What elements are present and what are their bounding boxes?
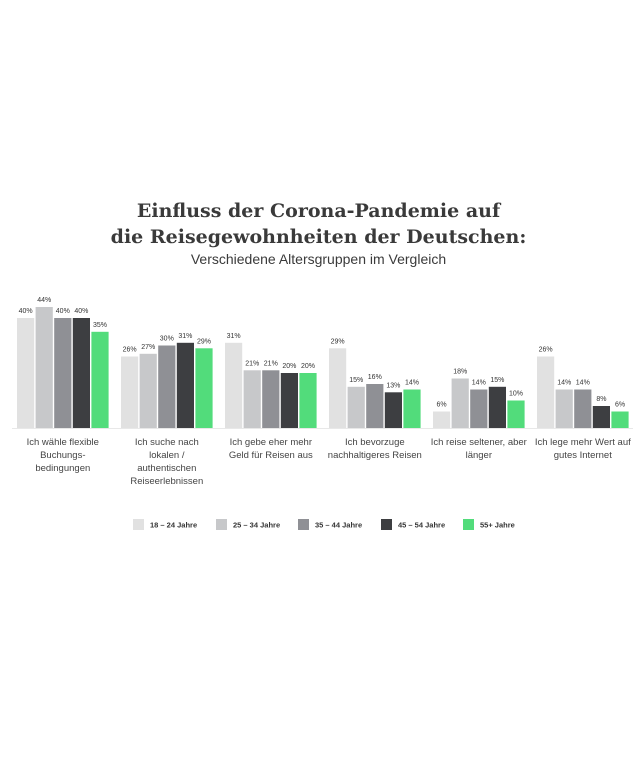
bar-value-label: 8% [596,396,606,403]
legend-item: 55+ Jahre [463,519,515,530]
bars-layer: 40% 26% 31% 29% 6% 26% 44% 27% 21% 15% 18% 14% 40% 30… [17,297,629,429]
bar-value-label: 14% [472,380,486,387]
bar-value-label: 29% [331,338,345,345]
legend-swatch [133,519,144,530]
category-label: Ich reise seltener, aber [431,437,527,448]
category-label: Ich suche nach [135,437,199,448]
bar [225,342,243,429]
bar-value-label: 27% [141,344,155,351]
bar [555,389,573,428]
bar [470,389,488,428]
bar-value-label: 26% [539,347,553,354]
bar-value-label: 21% [245,360,259,367]
bar [158,345,176,428]
bar-value-label: 26% [123,347,137,354]
category-label: gutes Internet [554,450,612,461]
bar [592,406,610,428]
bar [574,389,592,428]
bar [195,348,213,429]
bar-value-label: 40% [19,308,33,315]
category-label: lokalen / [149,450,185,461]
bar-value-label: 35% [93,322,107,329]
category-label: Reiseerlebnissen [130,476,203,487]
bar-value-label: 13% [386,382,400,389]
bar-value-label: 40% [56,308,70,315]
category-labels: Ich wähle flexible Buchungs-bedingungen Ic… [27,437,631,487]
bar [243,370,261,429]
bar-value-label: 14% [576,380,590,387]
category-label: bedingungen [35,463,90,474]
chart-title-line-1: Einfluss der Corona-Pandemie auf [137,200,502,222]
bar-value-label: 20% [282,363,296,370]
legend-item: 35 – 44 Jahre [298,519,362,530]
bar [280,373,298,428]
legend-label: 55+ Jahre [480,521,515,530]
category-label: Ich wähle flexible [27,437,99,448]
bar-value-label: 40% [74,308,88,315]
category-label: Buchungs- [40,450,85,461]
legend-label: 35 – 44 Jahre [315,521,362,530]
bar-value-label: 44% [37,297,51,304]
legend-swatch [381,519,392,530]
bar [121,356,139,428]
chart-subtitle: Verschiedene Altersgruppen im Vergleich [191,251,446,267]
category-label: authentischen [137,463,196,474]
bar [611,411,629,428]
legend-label: 45 – 54 Jahre [398,521,445,530]
bar-value-label: 14% [405,380,419,387]
legend: 18 – 24 Jahre 25 – 34 Jahre 35 – 44 Jahre 4… [133,519,515,530]
bar [17,318,35,428]
bar [488,386,506,429]
legend-item: 25 – 34 Jahre [216,519,280,530]
legend-label: 25 – 34 Jahre [233,521,280,530]
category-label: nachhaltigeres Reisen [328,450,422,461]
bar [507,400,525,428]
bar [35,307,53,428]
bar [262,370,280,429]
bar-value-label: 31% [227,333,241,340]
bar [139,353,157,429]
legend-swatch [463,519,474,530]
bar-value-label: 21% [264,360,278,367]
bar [54,318,72,428]
bar-value-label: 10% [509,391,523,398]
bar [299,373,317,428]
bar [366,384,384,428]
bar-value-label: 31% [178,333,192,340]
bar-value-label: 29% [197,338,211,345]
bar [329,348,347,429]
category-label: länger [466,450,492,461]
chart-title-line-2: die Reisegewohnheiten der Deutschen: [111,226,527,248]
category-label: Ich bevorzuge [345,437,405,448]
bar-value-label: 20% [301,363,315,370]
legend-item: 45 – 54 Jahre [381,519,445,530]
bar-value-label: 15% [490,377,504,384]
category-label: Ich gebe eher mehr [230,437,312,448]
legend-swatch [298,519,309,530]
category-label: Geld für Reisen aus [229,450,313,461]
bar-value-label: 15% [349,377,363,384]
bar [433,411,451,428]
bar [91,331,109,429]
bar [347,386,365,429]
bar-value-label: 14% [557,380,571,387]
bar [403,389,421,428]
bar [537,356,555,428]
bar-value-label: 6% [615,402,625,409]
bar-value-label: 18% [453,369,467,376]
bar-value-label: 30% [160,336,174,343]
legend-item: 18 – 24 Jahre [133,519,197,530]
bar [384,392,402,429]
bar [451,378,469,428]
bar-value-label: 6% [437,402,447,409]
category-label: Ich lege mehr Wert auf [535,437,631,448]
bar-value-label: 16% [368,374,382,381]
legend-swatch [216,519,227,530]
legend-label: 18 – 24 Jahre [150,521,197,530]
bar [72,318,90,428]
bar [176,342,194,429]
